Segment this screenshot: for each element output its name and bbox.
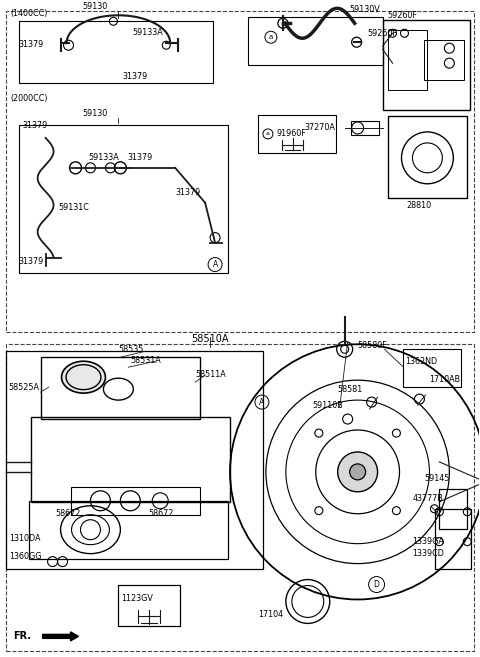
- Bar: [387, 30, 427, 90]
- Text: 1339GA: 1339GA: [412, 537, 444, 546]
- Bar: [439, 489, 468, 529]
- Text: 59260F: 59260F: [368, 29, 397, 37]
- Text: 59260F: 59260F: [387, 11, 418, 20]
- Bar: [435, 509, 471, 568]
- Text: 58535: 58535: [119, 345, 144, 353]
- Text: 31379: 31379: [23, 122, 48, 131]
- Text: 59133A: 59133A: [88, 153, 119, 162]
- Text: A: A: [259, 397, 264, 407]
- Text: 91960F: 91960F: [277, 129, 307, 139]
- Bar: [258, 115, 336, 153]
- Text: 59133A: 59133A: [132, 28, 163, 37]
- Text: 58672: 58672: [56, 509, 81, 518]
- Bar: [387, 116, 468, 198]
- Bar: [404, 350, 461, 387]
- Text: 58511A: 58511A: [195, 370, 226, 378]
- Text: (1400CC): (1400CC): [11, 9, 48, 18]
- Text: 31379: 31379: [175, 189, 201, 197]
- Bar: [6, 11, 474, 332]
- Text: 59131C: 59131C: [59, 203, 89, 212]
- Text: 58672: 58672: [148, 509, 174, 518]
- Bar: [29, 501, 228, 558]
- Text: a: a: [269, 34, 273, 40]
- Text: 1362ND: 1362ND: [406, 357, 438, 366]
- Bar: [71, 487, 200, 514]
- Text: FR.: FR.: [12, 631, 31, 641]
- Text: 31379: 31379: [19, 257, 44, 266]
- Text: 59130V: 59130V: [349, 5, 381, 14]
- Text: 31379: 31379: [19, 39, 44, 49]
- Bar: [6, 344, 474, 651]
- Bar: [119, 585, 180, 626]
- Text: 58531A: 58531A: [131, 355, 161, 365]
- Text: (2000CC): (2000CC): [11, 93, 48, 102]
- Text: 58510A: 58510A: [192, 334, 229, 344]
- Circle shape: [349, 464, 366, 480]
- Text: 59130: 59130: [83, 2, 108, 11]
- Bar: [424, 40, 464, 80]
- Text: 1360GG: 1360GG: [9, 552, 41, 561]
- Text: a: a: [266, 131, 270, 137]
- Text: 59145: 59145: [424, 474, 450, 484]
- Text: 58581: 58581: [338, 384, 363, 394]
- Text: 28810: 28810: [407, 201, 432, 210]
- Circle shape: [338, 452, 378, 492]
- Bar: [351, 121, 379, 135]
- Ellipse shape: [61, 361, 106, 393]
- Bar: [6, 351, 263, 568]
- Text: 1123GV: 1123GV: [121, 594, 153, 603]
- Bar: [19, 21, 213, 83]
- Text: 58525A: 58525A: [9, 382, 40, 392]
- Text: A: A: [213, 260, 218, 269]
- Text: D: D: [373, 580, 380, 589]
- Bar: [248, 17, 383, 65]
- Text: 1310DA: 1310DA: [9, 534, 40, 543]
- Text: 58580F: 58580F: [358, 341, 387, 350]
- Text: 59130: 59130: [83, 110, 108, 118]
- Text: 1710AB: 1710AB: [430, 374, 460, 384]
- Bar: [19, 125, 228, 273]
- Text: 37270A: 37270A: [305, 124, 336, 133]
- FancyArrow shape: [43, 632, 79, 641]
- Bar: [383, 20, 470, 110]
- Text: 43777B: 43777B: [412, 494, 444, 503]
- Text: 59110B: 59110B: [313, 401, 344, 409]
- Bar: [31, 417, 230, 502]
- Text: 1339CD: 1339CD: [412, 549, 444, 558]
- Bar: [41, 357, 200, 419]
- Text: 31379: 31379: [127, 153, 153, 162]
- Text: 17104: 17104: [258, 610, 283, 619]
- Text: 31379: 31379: [122, 72, 148, 81]
